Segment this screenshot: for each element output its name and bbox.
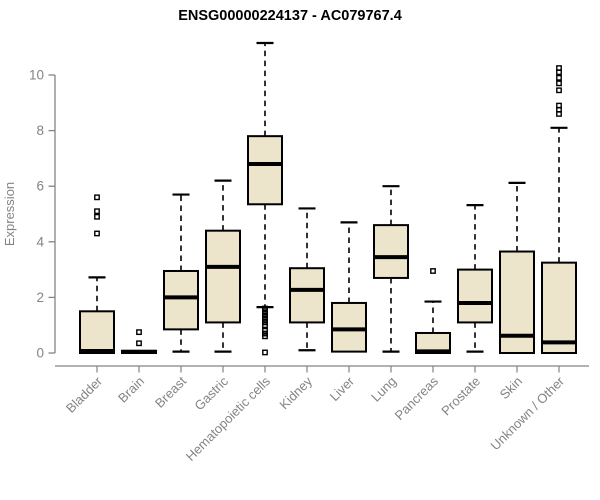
x-tick-label-prostate: Prostate [438,374,483,419]
y-tick-label: 10 [29,68,44,83]
box-skin [499,250,535,354]
y-tick-label: 4 [36,234,44,249]
box-liver [331,301,367,353]
outlier-point-unknown-other [556,87,562,94]
outlier-point-bladder [94,208,100,215]
x-tick-label-liver: Liver [327,373,358,404]
x-tick-label-brain: Brain [115,374,147,406]
x-tick-label-bladder: Bladder [63,373,106,416]
outlier-point-brain [136,329,142,336]
outlier-point-hematopoietic-cells [262,333,268,340]
x-tick-label-pancreas: Pancreas [392,373,442,423]
y-axis-title: Expression [2,182,17,246]
y-tick-label: 8 [36,123,44,138]
y-tick-label: 2 [36,290,44,305]
outlier-point-unknown-other [556,69,562,76]
x-tick-label-breast: Breast [152,373,189,410]
y-tick-label: 0 [36,346,44,361]
box-unknown-other [541,261,577,354]
outlier-point-hematopoietic-cells [262,349,268,356]
outlier-point-unknown-other [556,74,562,81]
x-tick-label-lung: Lung [368,374,399,405]
box-prostate [457,268,493,324]
outlier-point-unknown-other [556,80,562,87]
x-tick-label-kidney: Kidney [276,373,315,412]
outlier-point-brain [136,340,142,347]
box-hematopoietic-cells [247,135,283,206]
chart-title: ENSG00000224137 - AC079767.4 [178,8,402,24]
outlier-point-bladder [94,194,100,201]
box-gastric [205,229,241,324]
x-tick-label-gastric: Gastric [191,373,231,413]
outlier-point-pancreas [430,268,436,274]
outlier-point-bladder [94,230,100,237]
box-lung [373,224,409,279]
x-tick-label-skin: Skin [497,374,525,402]
y-tick-label: 6 [36,179,44,194]
outlier-point-unknown-other [556,111,562,117]
box-bladder [79,310,115,354]
outlier-point-bladder [94,213,100,220]
box-kidney [289,267,325,324]
x-tick-label-unknown-other: Unknown / Other [488,373,568,453]
outlier-point-hematopoietic-cells [262,322,268,329]
box-breast [163,269,199,331]
